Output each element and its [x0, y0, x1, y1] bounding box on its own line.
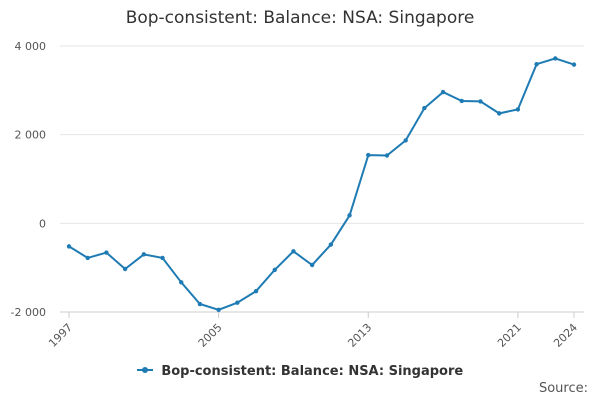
data-point[interactable]: [160, 255, 165, 261]
data-point[interactable]: [440, 89, 446, 95]
data-point[interactable]: [366, 152, 371, 158]
data-point[interactable]: [515, 107, 521, 112]
data-point[interactable]: [422, 105, 427, 111]
data-point[interactable]: [347, 213, 352, 218]
series-layer: [66, 56, 577, 312]
y-tick-label: 0: [39, 217, 46, 230]
data-point[interactable]: [85, 255, 90, 261]
data-point[interactable]: [122, 266, 128, 272]
x-tick-label: 1997: [46, 321, 75, 350]
data-point[interactable]: [104, 250, 109, 255]
series-line: [68, 57, 575, 311]
data-point[interactable]: [272, 267, 277, 273]
data-point[interactable]: [384, 153, 390, 158]
data-point[interactable]: [216, 307, 221, 312]
data-point[interactable]: [496, 111, 502, 116]
legend-swatch-icon: [136, 366, 153, 373]
x-tick-label: 2021: [495, 321, 524, 350]
data-point[interactable]: [66, 244, 72, 249]
data-point[interactable]: [179, 280, 184, 285]
data-point[interactable]: [141, 252, 147, 257]
y-tick-label: 4 000: [15, 40, 47, 53]
data-point[interactable]: [197, 301, 203, 307]
x-tick-label: 2024: [551, 321, 580, 350]
data-point[interactable]: [253, 288, 259, 294]
data-point[interactable]: [309, 262, 315, 268]
data-point[interactable]: [235, 300, 240, 305]
data-point[interactable]: [403, 138, 408, 143]
grid-layer: [60, 45, 584, 313]
source-label: Source:: [538, 381, 588, 396]
legend-label: Bop-consistent: Balance: NSA: Singapore: [161, 364, 464, 379]
data-point[interactable]: [291, 249, 296, 254]
data-point[interactable]: [534, 61, 539, 67]
axis-layer: -2 000 0 2 000 4 000 1997 2005 2013 2021 2024: [11, 40, 584, 350]
data-point[interactable]: [328, 242, 334, 247]
y-tick-label: 2 000: [15, 129, 47, 142]
legend[interactable]: Bop-consistent: Balance: NSA: Singapore: [0, 364, 600, 379]
x-tick-label: 2013: [345, 321, 374, 350]
data-point[interactable]: [553, 56, 558, 61]
data-point[interactable]: [571, 62, 577, 67]
data-point[interactable]: [478, 99, 483, 104]
y-tick-label: -2 000: [11, 306, 46, 319]
chart-title: Bop-consistent: Balance: NSA: Singapore: [125, 8, 475, 28]
x-tick-label: 2005: [196, 321, 225, 350]
data-point[interactable]: [459, 98, 464, 104]
